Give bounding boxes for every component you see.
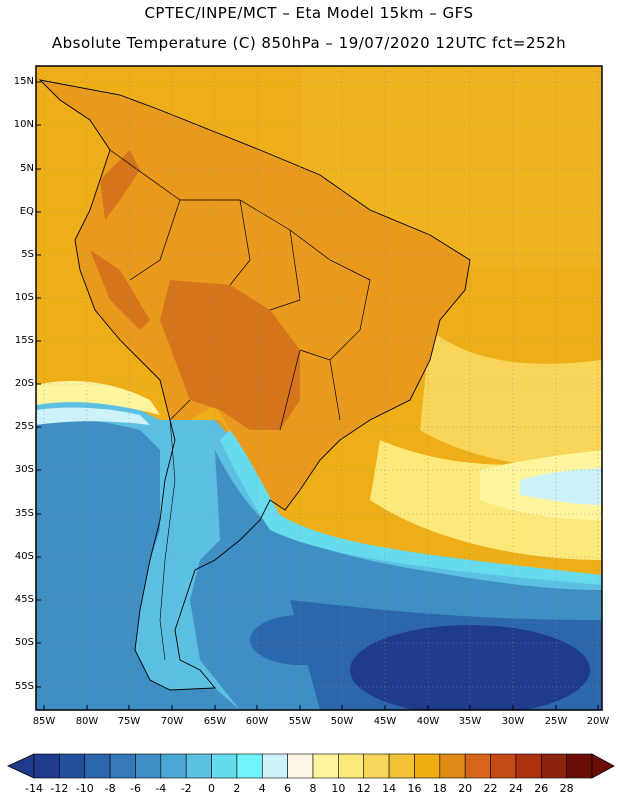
colorbar-label: 10 xyxy=(331,782,346,795)
colorbar-label: 6 xyxy=(284,782,292,795)
map-frame xyxy=(35,65,603,711)
colorbar xyxy=(7,753,615,779)
colorbar-label: -8 xyxy=(104,782,116,795)
title-line-1: CPTEC/INPE/MCT – Eta Model 15km – GFS xyxy=(144,4,474,22)
colorbar-label: -4 xyxy=(155,782,167,795)
colorbar-label: 12 xyxy=(356,782,371,795)
colorbar-segment xyxy=(464,753,491,779)
colorbar-segment xyxy=(211,753,238,779)
lat-label: 40S xyxy=(14,551,34,562)
colorbar-segment xyxy=(540,753,567,779)
lat-label: 10N xyxy=(13,119,34,130)
lon-label: 55W xyxy=(288,716,312,727)
colorbar-segment xyxy=(135,753,162,779)
colorbar-label: 8 xyxy=(309,782,317,795)
lon-label: 30W xyxy=(501,716,525,727)
lat-label: 45S xyxy=(14,594,34,605)
colorbar-label: -14 xyxy=(25,782,43,795)
colorbar-arrow-right xyxy=(591,753,615,779)
lon-label: 45W xyxy=(373,716,397,727)
lat-label: 15S xyxy=(14,335,34,346)
lat-label: EQ xyxy=(19,206,34,217)
colorbar-segment xyxy=(338,753,365,779)
lat-label: 5N xyxy=(20,163,34,174)
lon-label: 25W xyxy=(544,716,568,727)
colorbar-label: 18 xyxy=(432,782,447,795)
lat-label: 30S xyxy=(14,464,34,475)
colorbar-segment xyxy=(261,753,288,779)
grid-lines xyxy=(36,66,602,710)
lon-label: 35W xyxy=(458,716,482,727)
colorbar-label: 26 xyxy=(534,782,549,795)
map-field xyxy=(36,66,602,710)
lon-label: 75W xyxy=(117,716,141,727)
lat-label: 5S xyxy=(21,249,34,260)
colorbar-segment xyxy=(566,753,593,779)
lon-label: 70W xyxy=(160,716,184,727)
colorbar-segment xyxy=(59,753,86,779)
lat-label: 20S xyxy=(14,378,34,389)
colorbar-segment xyxy=(236,753,263,779)
lon-label: 65W xyxy=(203,716,227,727)
lat-label: 55S xyxy=(14,681,34,692)
lat-label: 10S xyxy=(14,292,34,303)
lat-label: 50S xyxy=(14,637,34,648)
colorbar-label: 22 xyxy=(483,782,498,795)
colorbar-segment xyxy=(388,753,415,779)
colorbar-segment xyxy=(439,753,466,779)
title-line-2: Absolute Temperature (C) 850hPa – 19/07/… xyxy=(51,34,567,52)
lon-label: 60W xyxy=(245,716,269,727)
colorbar-segment xyxy=(185,753,212,779)
lon-label: 50W xyxy=(330,716,354,727)
colorbar-label: 14 xyxy=(382,782,397,795)
colorbar-label: -12 xyxy=(50,782,69,795)
colorbar-label: -6 xyxy=(129,782,141,795)
colorbar-segment xyxy=(287,753,314,779)
colorbar-label: 16 xyxy=(407,782,422,795)
lat-label: 25S xyxy=(14,421,34,432)
lon-label: 85W xyxy=(32,716,56,727)
axis-ticks xyxy=(36,81,599,710)
lon-label: 20W xyxy=(586,716,610,727)
colorbar-label: 0 xyxy=(208,782,216,795)
colorbar-label: 28 xyxy=(559,782,574,795)
colorbar-label: -10 xyxy=(75,782,94,795)
colorbar-label: 2 xyxy=(233,782,241,795)
colorbar-label: -2 xyxy=(180,782,192,795)
colorbar-segment xyxy=(84,753,111,779)
colorbar-segment xyxy=(414,753,441,779)
lat-label: 15N xyxy=(13,76,34,87)
colorbar-label: 4 xyxy=(258,782,266,795)
lon-label: 40W xyxy=(416,716,440,727)
colorbar-segment xyxy=(515,753,542,779)
lat-label: 35S xyxy=(14,508,34,519)
colorbar-segment xyxy=(490,753,517,779)
colorbar-segment xyxy=(312,753,339,779)
colorbar-label: 20 xyxy=(458,782,473,795)
colorbar-label: 24 xyxy=(508,782,523,795)
colorbar-segment xyxy=(33,753,60,779)
colorbar-segment xyxy=(109,753,136,779)
colorbar-segment xyxy=(363,753,390,779)
colorbar-arrow-left xyxy=(7,753,35,779)
lon-label: 80W xyxy=(75,716,99,727)
colorbar-segment xyxy=(160,753,187,779)
